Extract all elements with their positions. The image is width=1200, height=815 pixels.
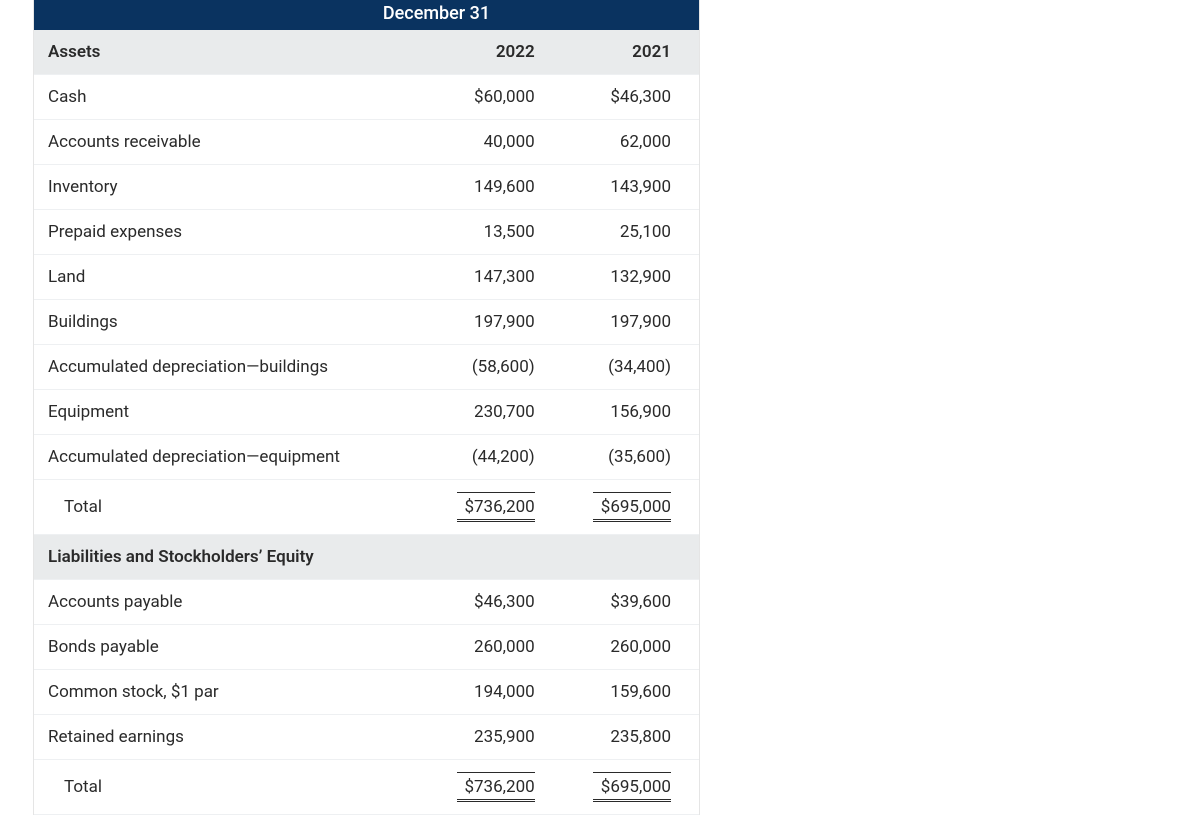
row-inventory: Inventory 149,600 143,900	[34, 165, 699, 210]
acc-dep-equip-2022: (44,200)	[457, 447, 535, 467]
assets-header-label: Assets	[34, 30, 406, 75]
le-total-label: Total	[34, 760, 406, 815]
common-2021: 159,600	[593, 682, 671, 702]
row-cash: Cash $60,000 $46,300	[34, 75, 699, 120]
bonds-2021: 260,000	[593, 637, 671, 657]
acc-dep-bldg-2021: (34,400)	[593, 357, 671, 377]
row-ap: Accounts payable $46,300 $39,600	[34, 580, 699, 625]
col-header-2022: 2022	[406, 30, 552, 75]
row-acc-dep-equip: Accumulated depreciation—equipment (44,2…	[34, 435, 699, 480]
ap-2022: $46,300	[457, 592, 535, 612]
row-le-total: Total $736,200 $695,000	[34, 760, 699, 815]
equipment-2022: 230,700	[457, 402, 535, 422]
land-2022: 147,300	[457, 267, 535, 287]
bonds-2022: 260,000	[457, 637, 535, 657]
land-2021: 132,900	[593, 267, 671, 287]
re-2021: 235,800	[593, 727, 671, 747]
balance-sheet-table: December 31 Assets 2022 2021 Cash $60,00…	[34, 0, 699, 815]
inventory-2022: 149,600	[457, 177, 535, 197]
buildings-label: Buildings	[34, 300, 406, 345]
row-land: Land 147,300 132,900	[34, 255, 699, 300]
cash-label: Cash	[34, 75, 406, 120]
land-label: Land	[34, 255, 406, 300]
common-label: Common stock, $1 par	[34, 670, 406, 715]
cash-2021: $46,300	[593, 87, 671, 107]
buildings-2021: 197,900	[593, 312, 671, 332]
row-prepaid: Prepaid expenses 13,500 25,100	[34, 210, 699, 255]
assets-total-2021: $695,000	[593, 492, 671, 522]
prepaid-label: Prepaid expenses	[34, 210, 406, 255]
prepaid-2021: 25,100	[593, 222, 671, 242]
row-assets-total: Total $736,200 $695,000	[34, 480, 699, 535]
assets-header-row: Assets 2022 2021	[34, 30, 699, 75]
assets-total-label: Total	[34, 480, 406, 535]
ap-label: Accounts payable	[34, 580, 406, 625]
title-text: December 31	[183, 3, 550, 24]
ar-2021: 62,000	[593, 132, 671, 152]
bonds-label: Bonds payable	[34, 625, 406, 670]
ap-2021: $39,600	[593, 592, 671, 612]
row-re: Retained earnings 235,900 235,800	[34, 715, 699, 760]
acc-dep-bldg-label: Accumulated depreciation—buildings	[34, 345, 406, 390]
re-2022: 235,900	[457, 727, 535, 747]
prepaid-2022: 13,500	[457, 222, 535, 242]
inventory-2021: 143,900	[593, 177, 671, 197]
equipment-2021: 156,900	[593, 402, 671, 422]
le-total-2021: $695,000	[593, 772, 671, 802]
title-bar: December 31	[34, 0, 699, 30]
buildings-2022: 197,900	[457, 312, 535, 332]
inventory-label: Inventory	[34, 165, 406, 210]
acc-dep-equip-label: Accumulated depreciation—equipment	[34, 435, 406, 480]
financial-table: Assets 2022 2021 Cash $60,000 $46,300 Ac…	[34, 30, 699, 815]
acc-dep-bldg-2022: (58,600)	[457, 357, 535, 377]
liab-equity-header-label: Liabilities and Stockholders’ Equity	[34, 535, 406, 580]
acc-dep-equip-2021: (35,600)	[593, 447, 671, 467]
row-buildings: Buildings 197,900 197,900	[34, 300, 699, 345]
liab-equity-header-row: Liabilities and Stockholders’ Equity	[34, 535, 699, 580]
col-header-2021: 2021	[553, 30, 699, 75]
le-total-2022: $736,200	[457, 772, 535, 802]
assets-total-2022: $736,200	[457, 492, 535, 522]
cash-2022: $60,000	[457, 87, 535, 107]
ar-label: Accounts receivable	[34, 120, 406, 165]
row-equipment: Equipment 230,700 156,900	[34, 390, 699, 435]
re-label: Retained earnings	[34, 715, 406, 760]
row-ar: Accounts receivable 40,000 62,000	[34, 120, 699, 165]
row-bonds: Bonds payable 260,000 260,000	[34, 625, 699, 670]
common-2022: 194,000	[457, 682, 535, 702]
ar-2022: 40,000	[457, 132, 535, 152]
row-acc-dep-bldg: Accumulated depreciation—buildings (58,6…	[34, 345, 699, 390]
row-common: Common stock, $1 par 194,000 159,600	[34, 670, 699, 715]
equipment-label: Equipment	[34, 390, 406, 435]
